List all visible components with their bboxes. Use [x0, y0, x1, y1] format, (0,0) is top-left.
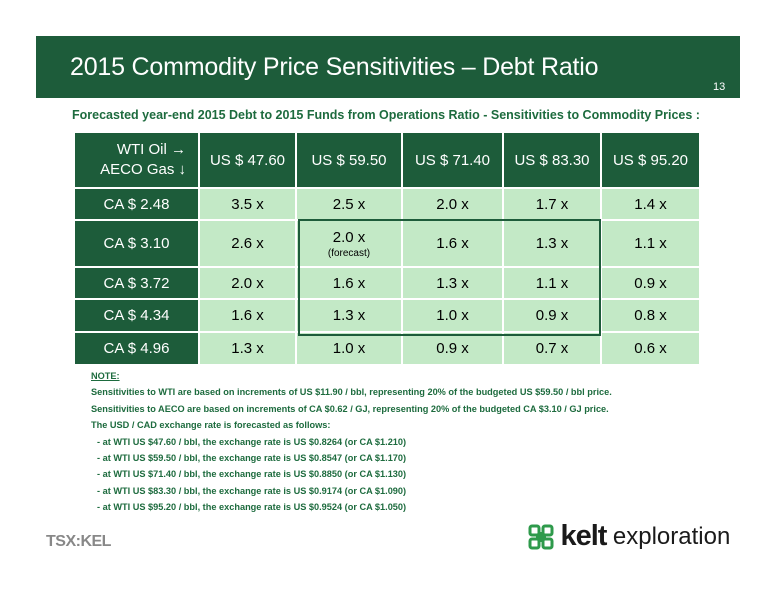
table-cell: 0.6 x [600, 331, 701, 366]
corner-header: WTI Oil → AECO Gas ↓ [73, 131, 200, 189]
table-cell: 1.3 x [502, 219, 602, 268]
row-header: CA $ 3.72 [73, 266, 200, 300]
forecast-value: 2.0 x [332, 228, 366, 246]
column-header: US $ 47.60 [198, 131, 297, 189]
column-header: US $ 83.30 [502, 131, 602, 189]
table-cell: 0.7 x [502, 331, 602, 366]
notes-heading: NOTE: [91, 371, 120, 381]
column-header: US $ 71.40 [401, 131, 504, 189]
row-header: CA $ 3.10 [73, 219, 200, 268]
table-cell: 1.4 x [600, 187, 701, 221]
table-subtitle: Forecasted year-end 2015 Debt to 2015 Fu… [72, 108, 700, 122]
table-cell: 0.8 x [600, 298, 701, 333]
corner-aeco-label: AECO Gas ↓ [100, 161, 186, 178]
row-header: CA $ 2.48 [73, 187, 200, 221]
table-cell: 1.1 x [502, 266, 602, 300]
fx-line: - at WTI US $71.40 / bbl, the exchange r… [97, 469, 407, 480]
table-cell: 1.0 x [295, 331, 403, 366]
forecast-cell: 2.0 x (forecast) [295, 219, 403, 268]
table-cell: 1.3 x [295, 298, 403, 333]
table-cell: 2.5 x [295, 187, 403, 221]
table-cell: 1.6 x [295, 266, 403, 300]
table-cell: 1.3 x [401, 266, 504, 300]
corner-wti-label: WTI Oil → [116, 141, 186, 158]
row-header: CA $ 4.34 [73, 298, 200, 333]
table-row: CA $ 4.96 1.3 x 1.0 x 0.9 x 0.7 x 0.6 x [73, 331, 701, 366]
notes-block: NOTE: Sensitivities to WTI are based on … [91, 368, 612, 516]
fx-line: - at WTI US $95.20 / bbl, the exchange r… [97, 502, 407, 513]
table-row: CA $ 3.72 2.0 x 1.6 x 1.3 x 1.1 x 0.9 x [73, 266, 701, 300]
table-header-row: WTI Oil → AECO Gas ↓ US $ 47.60 US $ 59.… [73, 131, 701, 189]
column-header: US $ 95.20 [600, 131, 701, 189]
header-bar [36, 36, 740, 98]
table-cell: 0.9 x [502, 298, 602, 333]
fx-line: - at WTI US $83.30 / bbl, the exchange r… [97, 485, 407, 496]
table-cell: 1.3 x [198, 331, 297, 366]
kelt-exploration-text: exploration [612, 522, 731, 550]
table-cell: 2.0 x [198, 266, 297, 300]
fx-line: - at WTI US $47.60 / bbl, the exchange r… [97, 436, 407, 447]
table-cell: 1.0 x [401, 298, 504, 333]
forecast-note: (forecast) [327, 247, 371, 259]
page-title: 2015 Commodity Price Sensitivities – Deb… [70, 53, 599, 81]
kelt-wordmark: kelt [560, 520, 607, 552]
kelt-logo: kelt exploration [526, 520, 730, 553]
notes-line: Sensitivities to WTI are based on increm… [91, 387, 612, 398]
table-cell: 1.1 x [600, 219, 701, 268]
table-cell: 3.5 x [198, 187, 297, 221]
table-cell: 0.9 x [600, 266, 701, 300]
column-header: US $ 59.50 [295, 131, 403, 189]
kelt-knot-icon [528, 524, 554, 549]
row-header: CA $ 4.96 [73, 331, 200, 366]
table-cell: 0.9 x [401, 331, 504, 366]
table-cell: 2.6 x [198, 219, 297, 268]
table-row: CA $ 2.48 3.5 x 2.5 x 2.0 x 1.7 x 1.4 x [73, 187, 701, 221]
tsx-logo: TSX:KEL [46, 533, 111, 550]
notes-line: Sensitivities to AECO are based on incre… [91, 403, 609, 414]
fx-line: - at WTI US $59.50 / bbl, the exchange r… [97, 453, 407, 464]
table-cell: 2.0 x [401, 187, 504, 221]
table-cell: 1.7 x [502, 187, 602, 221]
notes-line: The USD / CAD exchange rate is forecaste… [91, 420, 331, 431]
sensitivity-table: WTI Oil → AECO Gas ↓ US $ 47.60 US $ 59.… [73, 131, 701, 366]
table-row: CA $ 3.10 2.6 x 2.0 x (forecast) 1.6 x 1… [73, 219, 701, 268]
table-cell: 1.6 x [401, 219, 504, 268]
slide-number: 13 [713, 81, 726, 93]
table-cell: 1.6 x [198, 298, 297, 333]
table-row: CA $ 4.34 1.6 x 1.3 x 1.0 x 0.9 x 0.8 x [73, 298, 701, 333]
